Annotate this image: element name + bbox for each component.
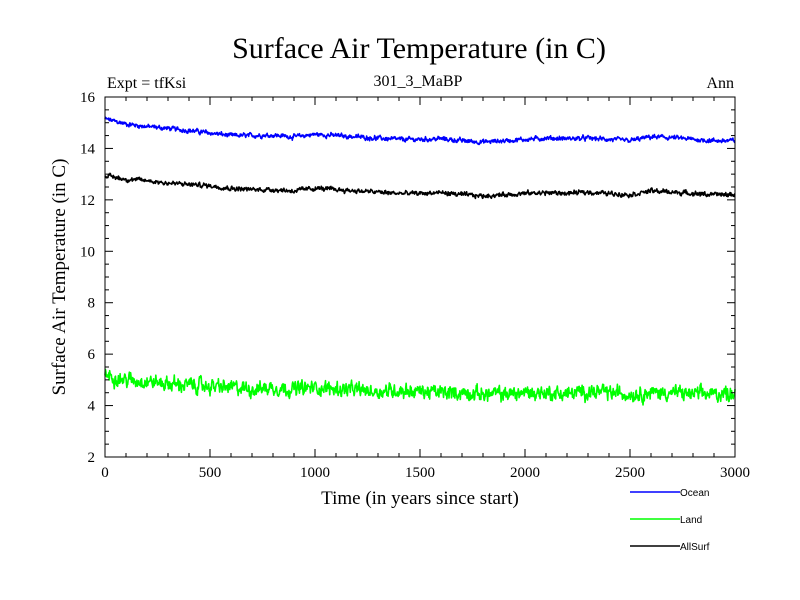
period-label: Ann — [706, 75, 734, 92]
series-line-ocean — [104, 116, 736, 146]
y-tick-label: 12 — [80, 193, 95, 209]
y-tick-label: 14 — [80, 141, 96, 157]
x-axis-label: Time (in years since start) — [321, 488, 519, 509]
legend-label-land: Land — [680, 515, 702, 526]
legend-label-ocean: Ocean — [680, 488, 709, 499]
chart-subtitle: 301_3_MaBP — [374, 73, 463, 90]
experiment-label: Expt = tfKsi — [107, 75, 187, 92]
series-line-land — [104, 368, 736, 406]
x-tick-label: 2500 — [615, 465, 645, 481]
chart-title: Surface Air Temperature (in C) — [232, 32, 606, 65]
plot-area — [104, 116, 736, 406]
legend: Ocean Land AllSurf — [630, 488, 710, 553]
y-tick-label: 16 — [80, 90, 96, 106]
x-tick-label: 0 — [101, 465, 109, 481]
y-tick-label: 10 — [80, 244, 95, 260]
axis-ticks: 0 500 1000 1500 2000 2500 3000 2 4 6 8 10 12 14 16 — [80, 90, 750, 481]
x-tick-label: 1500 — [405, 465, 435, 481]
y-tick-label: 2 — [88, 450, 96, 466]
series-line-allsurf — [104, 172, 736, 200]
y-tick-label: 8 — [88, 296, 96, 312]
y-axis-label: Surface Air Temperature (in C) — [49, 159, 70, 396]
x-tick-label: 3000 — [720, 465, 750, 481]
legend-label-allsurf: AllSurf — [680, 542, 710, 553]
x-tick-label: 2000 — [510, 465, 540, 481]
x-tick-label: 1000 — [300, 465, 330, 481]
y-tick-label: 6 — [88, 347, 96, 363]
y-tick-label: 4 — [88, 399, 96, 415]
plot-frame — [104, 96, 736, 458]
x-tick-label: 500 — [199, 465, 222, 481]
